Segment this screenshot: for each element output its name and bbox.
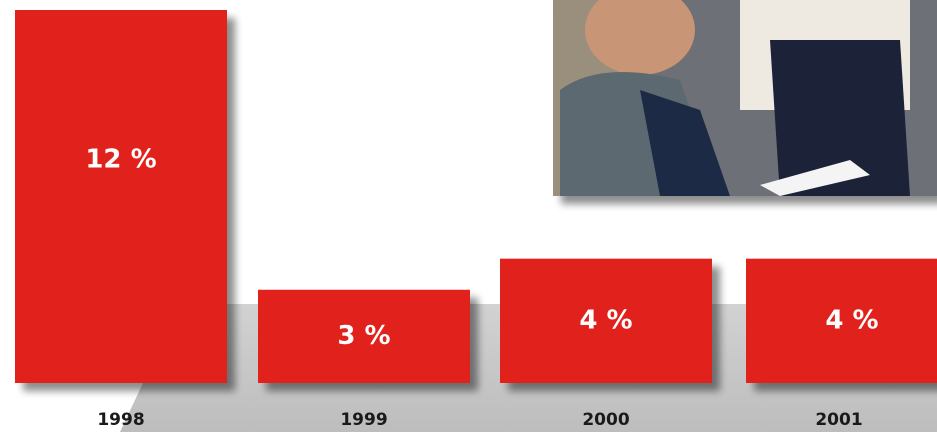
x-tick-label: 1998: [97, 410, 144, 430]
x-tick-label: 1999: [340, 410, 387, 430]
bar: [15, 10, 227, 383]
value-label: 12 %: [85, 145, 156, 175]
value-label: 3 %: [337, 321, 390, 351]
value-label: 4 %: [579, 305, 632, 335]
chart: 12 % 1998 3 % 1999 4 % 2000 4 % 2001: [0, 0, 937, 432]
value-label: 4 %: [825, 305, 878, 335]
photo: [553, 0, 937, 196]
x-tick-label: 2000: [582, 410, 629, 430]
x-tick-label: 2001: [815, 410, 862, 430]
